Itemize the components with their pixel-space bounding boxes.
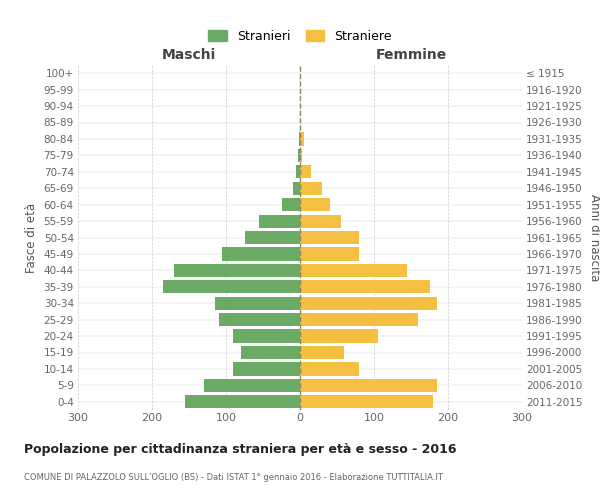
Bar: [300, 379, 437, 392]
Bar: [300, 214, 341, 228]
Bar: [222, 248, 300, 260]
Bar: [174, 264, 300, 277]
Y-axis label: Fasce di età: Fasce di età: [25, 202, 38, 272]
Bar: [300, 264, 407, 277]
Text: Popolazione per cittadinanza straniera per età e sesso - 2016: Popolazione per cittadinanza straniera p…: [24, 442, 457, 456]
Bar: [300, 248, 359, 260]
Bar: [300, 280, 430, 293]
Bar: [245, 231, 300, 244]
Bar: [259, 214, 300, 228]
Bar: [300, 198, 329, 211]
Bar: [185, 395, 300, 408]
Bar: [204, 379, 300, 392]
Bar: [163, 280, 300, 293]
Text: Femmine: Femmine: [376, 48, 446, 62]
Bar: [300, 346, 344, 359]
Bar: [296, 165, 300, 178]
Bar: [215, 296, 300, 310]
Bar: [218, 313, 300, 326]
Bar: [300, 362, 359, 376]
Bar: [300, 313, 418, 326]
Bar: [281, 198, 300, 211]
Bar: [300, 231, 359, 244]
Bar: [300, 330, 378, 342]
Legend: Stranieri, Straniere: Stranieri, Straniere: [205, 26, 395, 47]
Bar: [300, 132, 304, 145]
Bar: [300, 182, 322, 195]
Bar: [293, 182, 300, 195]
Bar: [300, 296, 437, 310]
Bar: [300, 149, 302, 162]
Bar: [300, 395, 433, 408]
Bar: [300, 165, 311, 178]
Text: COMUNE DI PALAZZOLO SULL'OGLIO (BS) - Dati ISTAT 1° gennaio 2016 - Elaborazione : COMUNE DI PALAZZOLO SULL'OGLIO (BS) - Da…: [24, 472, 443, 482]
Bar: [299, 132, 300, 145]
Text: Maschi: Maschi: [162, 48, 216, 62]
Bar: [233, 330, 300, 342]
Bar: [298, 149, 300, 162]
Bar: [241, 346, 300, 359]
Y-axis label: Anni di nascita: Anni di nascita: [589, 194, 600, 281]
Bar: [233, 362, 300, 376]
